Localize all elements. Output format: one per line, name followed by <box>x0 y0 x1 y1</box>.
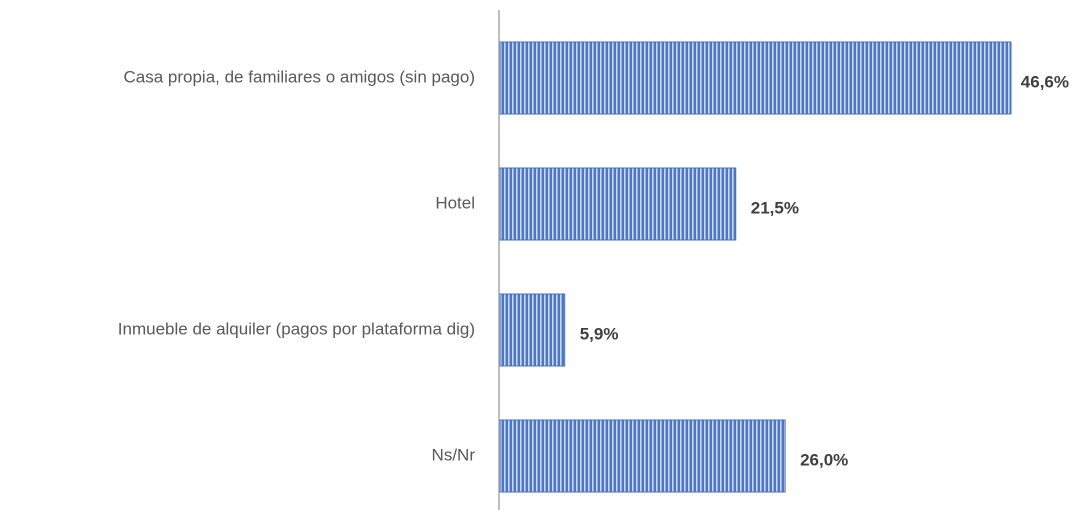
category-label: Inmueble de alquiler (pagos por platafor… <box>118 319 475 338</box>
bar <box>499 293 566 367</box>
bar <box>499 419 786 493</box>
data-label: 5,9% <box>580 324 619 343</box>
bar <box>499 167 737 241</box>
data-label: 46,6% <box>1021 72 1069 91</box>
category-label: Ns/Nr <box>432 445 476 464</box>
data-label: 21,5% <box>751 198 799 217</box>
data-label: 26,0% <box>800 450 848 469</box>
category-label: Casa propia, de familiares o amigos (sin… <box>123 67 475 86</box>
category-label: Hotel <box>435 193 475 212</box>
bar <box>499 41 1012 115</box>
